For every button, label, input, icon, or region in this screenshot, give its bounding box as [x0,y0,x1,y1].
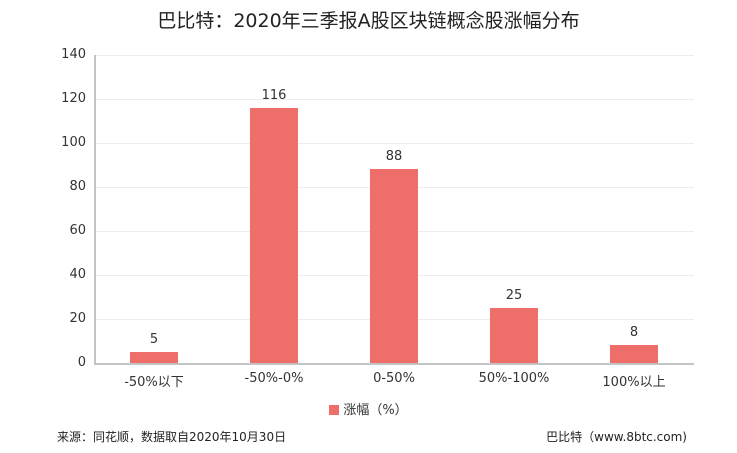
y-tick: 60 [69,223,86,238]
x-axis [94,363,694,365]
y-tick: 80 [69,179,86,194]
y-tick: 40 [69,267,86,282]
bar-value-label: 25 [505,288,523,303]
y-axis [94,55,96,364]
bar[interactable] [250,107,298,363]
y-tick: 140 [61,47,86,62]
y-tick: 20 [69,311,86,326]
gridline [94,99,694,100]
source-note: 来源：同花顺，数据取自2020年10月30日 [57,430,287,444]
x-tick-label: 0-50% [373,371,415,386]
bar-value-label: 116 [261,87,287,103]
bar-value-label: 8 [629,325,639,341]
gridline [94,55,694,56]
legend-label: 涨幅（%） [343,403,408,418]
chart-title: 巴比特：2020年三季报A股区块链概念股涨幅分布 [157,10,580,32]
x-tick-label: 50%-100% [478,371,550,386]
legend-swatch-icon [329,405,340,415]
y-tick: 120 [61,91,86,106]
y-tick: 0 [77,355,86,370]
bar[interactable] [610,345,658,363]
gridline [94,143,694,144]
x-tick-label: -50%以下 [124,375,184,390]
legend[interactable]: 涨幅（%） [0,399,737,418]
bar[interactable] [370,169,418,363]
bar[interactable] [490,308,538,363]
plot-area: 0 20 40 60 80 100 120 140 5 116 88 25 8 -50%… [61,48,694,390]
x-tick-label: 100%以上 [602,375,666,390]
bar[interactable] [130,352,178,363]
bar-value-label: 5 [149,332,159,347]
y-tick: 100 [61,135,86,150]
bar-value-label: 88 [385,149,403,165]
brand-note: 巴比特（www.8btc.com) [546,430,687,444]
x-tick-label: -50%-0% [244,371,304,386]
